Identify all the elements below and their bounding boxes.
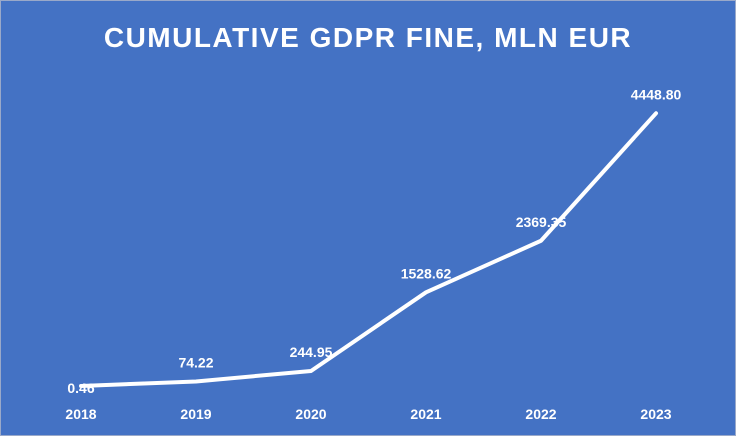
x-axis-ticks: 2018 2019 2020 2021 2022 2023 (65, 406, 671, 422)
data-label-2018: 0.46 (67, 380, 94, 396)
data-label-2022: 2369.35 (516, 214, 567, 230)
data-labels: 0.46 74.22 244.95 1528.62 2369.35 4448.80 (67, 86, 681, 396)
chart-title: CUMULATIVE GDPR FINE, MLN EUR (104, 22, 632, 53)
drop-lines (425, 113, 657, 386)
data-label-2020: 244.95 (290, 344, 333, 360)
x-tick-label-2021: 2021 (410, 406, 441, 422)
x-tick-label-2019: 2019 (180, 406, 211, 422)
x-tick-label-2022: 2022 (525, 406, 556, 422)
x-tick-label-2018: 2018 (65, 406, 96, 422)
data-label-2023: 4448.80 (631, 86, 682, 102)
x-tick-label-2023: 2023 (640, 406, 671, 422)
data-label-2021: 1528.62 (401, 265, 452, 281)
x-tick-label-2020: 2020 (295, 406, 326, 422)
data-label-2019: 74.22 (178, 354, 213, 370)
series-line (79, 111, 658, 388)
